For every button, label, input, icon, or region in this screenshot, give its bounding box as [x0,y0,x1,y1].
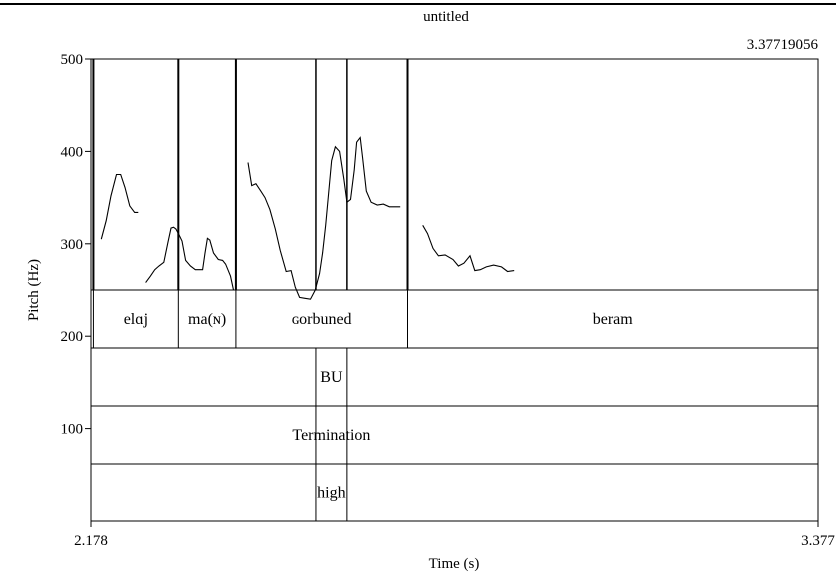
x-axis-label: Time (s) [429,556,480,572]
y-tick-label: 300 [61,237,84,253]
pitch-curve-segment [145,226,235,291]
pitch-curve-segment [100,173,139,240]
y-tick-label: 400 [61,144,84,160]
pitch-curve-segment [422,225,515,273]
textgrid-tiers: elɑj ma(ɴ) ɢorbuned beram BU Termination high [91,289,818,502]
tier-label-3: high [317,485,345,502]
y-tick-label: 200 [61,329,84,345]
pitch-curve-segment [247,136,401,300]
tier-label-0: elɑj [124,311,148,328]
x-tick-label: 2.178 [74,533,108,549]
pitch-track [100,136,515,300]
tier-label-0: ma(ɴ) [188,311,226,328]
plot-frame [90,58,819,522]
boundary-lines [92,59,409,521]
y-tick-label: 100 [61,422,84,438]
tier-label-0: ɢorbuned [292,311,352,328]
y-tick-label: 500 [61,52,84,68]
tier-label-2: Termination [292,427,370,444]
chart-title: untitled [423,9,469,25]
tier-label-0: beram [593,311,634,328]
y-axis-ticks: 100 200 300 400 500 [61,52,91,438]
x-axis-ticks: 2.178 3.377 [74,521,835,549]
x-tick-label: 3.377 [801,533,835,549]
end-time-label: 3.37719056 [747,37,819,53]
y-axis-label: Pitch (Hz) [26,259,42,321]
tier-label-1: BU [320,369,343,386]
